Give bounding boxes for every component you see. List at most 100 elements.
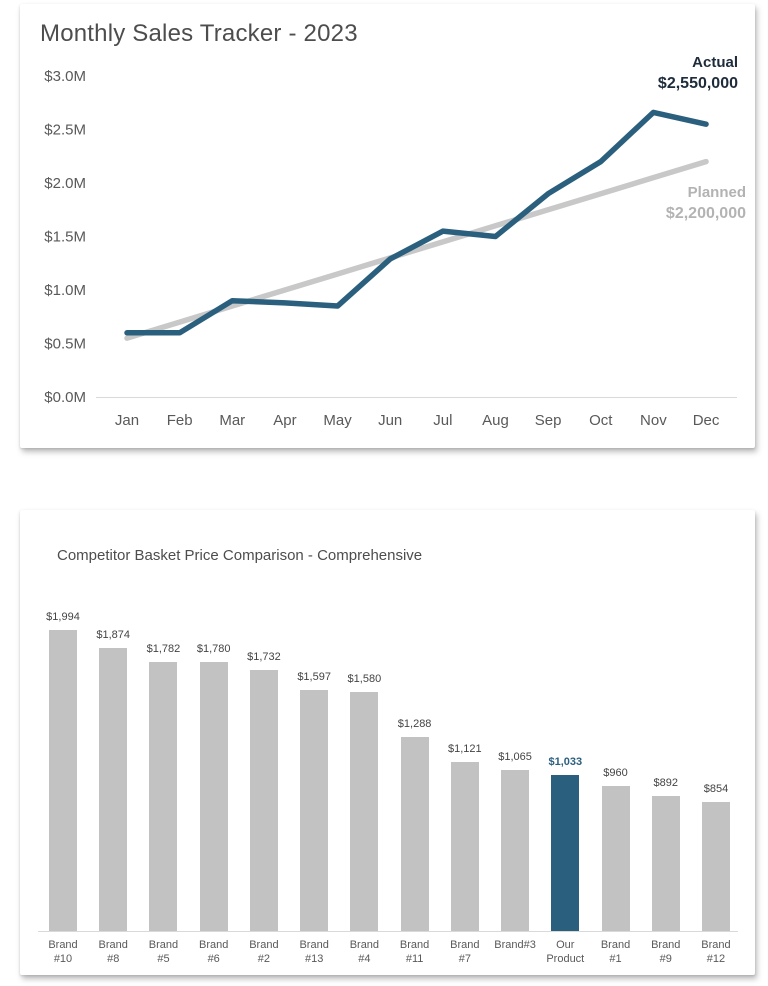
bar-category-label: Brand #4 [332, 938, 396, 966]
monthly-sales-card: Monthly Sales Tracker - 2023 $3.0M $2.5M $… [20, 4, 755, 448]
bar-category-label: Brand #13 [282, 938, 346, 966]
bar-value-label: $892 [653, 777, 678, 789]
bar-value-label: $1,065 [498, 751, 532, 763]
bar [49, 630, 77, 931]
bar-chart-title: Competitor Basket Price Comparison - Com… [57, 547, 423, 564]
bar-category-label: Brand #11 [383, 938, 447, 966]
planned-series-annotation: Planned $2,200,000 [666, 182, 746, 224]
bar-value-label: $1,994 [46, 611, 80, 623]
bar-category-label: Brand #6 [182, 938, 246, 966]
bar-category-label: Brand #2 [232, 938, 296, 966]
actual-series-name: Actual [692, 54, 738, 71]
line-chart-title: Monthly Sales Tracker - 2023 [40, 20, 358, 47]
actual-series-value: $2,550,000 [657, 75, 738, 92]
y-axis-tick-label: $1.5M [44, 229, 86, 246]
bar-category-label-line: Brand [48, 939, 78, 951]
bar-value-label: $1,780 [196, 643, 231, 655]
y-axis-tick-label: $2.5M [44, 122, 86, 139]
planned-series-value: $2,200,000 [665, 205, 746, 222]
bar-category-label-line: Brand [600, 939, 631, 951]
bar [601, 786, 630, 931]
x-axis-tick-label: Jul [433, 412, 452, 429]
bar-category-label-line: #5 [157, 953, 170, 965]
bar-category-label: Brand #7 [433, 938, 497, 966]
bar-category-label: Brand#3 [483, 938, 547, 952]
bar-category-label-line: #8 [107, 953, 120, 965]
bar-value-label: $1,782 [146, 643, 181, 655]
y-axis-tick-label: $0.0M [44, 389, 86, 406]
monthly-sales-line-chart: $3.0M $2.5M $2.0M $1.5M $1.0M $0.5M $0.0M Jan Fe… [44, 68, 737, 429]
planned-series-name: Planned [687, 184, 746, 201]
bar-category-label-line: Brand [651, 939, 681, 951]
bar [300, 690, 329, 931]
x-axis-tick-label: Aug [482, 412, 509, 429]
bar-value-label: $1,033 [548, 756, 583, 768]
bar [501, 770, 530, 931]
bar-category-label: Brand #9 [634, 938, 698, 966]
x-axis-tick-label: Jun [378, 412, 402, 429]
bar-chart-x-axis-line [38, 931, 738, 932]
y-axis-tick-label: $2.0M [44, 175, 86, 192]
y-axis-tick-label: $0.5M [44, 336, 86, 353]
x-axis-tick-label: Apr [273, 412, 296, 429]
x-axis-tick-label: Jan [115, 412, 139, 429]
bar-category-label: Brand #1 [584, 938, 648, 966]
x-axis-tick-label: May [323, 412, 352, 429]
bar-category-label: Our Product [533, 938, 597, 966]
bar-category-label-line: #13 [304, 953, 324, 965]
series-line-actual [124, 109, 709, 336]
bar-category-label-line: #9 [659, 953, 672, 965]
bar [350, 692, 379, 931]
bar [199, 662, 228, 931]
x-axis-tick-label: Feb [167, 412, 193, 429]
bar-category-label-line: Brand#3 [494, 939, 536, 951]
y-axis-tick-label: $3.0M [44, 68, 86, 85]
bar-category-label-line: Brand [148, 939, 179, 951]
bar [651, 796, 680, 931]
bar [701, 802, 730, 931]
x-axis-tick-label: Mar [219, 412, 245, 429]
bar-category-label-line: #4 [358, 953, 371, 965]
bar-category-label-line: Brand [299, 939, 329, 951]
bar-category-label-line: #10 [53, 953, 73, 965]
bar-value-label: $1,732 [247, 651, 281, 663]
bar-category-label: Brand #8 [81, 938, 145, 966]
competitor-price-card: Competitor Basket Price Comparison - Com… [20, 510, 755, 975]
bar-category-label-line: Brand [399, 939, 430, 951]
competitor-price-bar-chart: $1,994 Brand #10 $1,874 Brand #8 $1,782 Brand #5… [20, 510, 755, 975]
bar [450, 762, 479, 931]
bar-category-label-line: Our [556, 939, 575, 951]
y-axis-tick-label: $1.0M [44, 282, 86, 299]
bar-category-label-line: Brand [450, 939, 480, 951]
bar-category-label-line: #1 [609, 953, 622, 965]
bar-our-product [551, 775, 580, 931]
bar-value-label: $1,288 [397, 718, 432, 730]
bar-category-label: Brand #12 [684, 938, 748, 966]
bar-value-label: $1,580 [347, 673, 382, 685]
bar [99, 648, 128, 931]
bar-value-label: $854 [703, 783, 729, 795]
x-axis-tick-label: Sep [535, 412, 562, 429]
bar-category-label-line: Product [546, 953, 585, 965]
bar-value-label: $960 [603, 767, 628, 779]
bar-category-label-line: #11 [405, 953, 424, 965]
bar-category-label-line: Brand [249, 939, 279, 951]
bar-value-label: $1,874 [96, 629, 131, 641]
bar-category-label-line: Brand [701, 939, 731, 951]
bar-value-label: $1,597 [297, 671, 331, 683]
x-axis-tick-label: Dec [693, 412, 720, 429]
bar [249, 670, 278, 931]
bar-value-label: $1,121 [448, 743, 482, 755]
bar-category-label-line: Brand [199, 939, 229, 951]
bar-category-label-line: #6 [207, 953, 220, 965]
x-axis-tick-label: Nov [640, 412, 667, 429]
bar-category-label: Brand #5 [131, 938, 195, 966]
actual-series-annotation: Actual $2,550,000 [658, 52, 738, 94]
bar-category-label-line: #12 [706, 953, 726, 965]
bar-category-label-line: Brand [349, 939, 380, 951]
bar [149, 662, 178, 931]
bar [400, 737, 429, 931]
bar-category-label-line: Brand [98, 939, 128, 951]
x-axis-tick-label: Oct [589, 412, 613, 429]
